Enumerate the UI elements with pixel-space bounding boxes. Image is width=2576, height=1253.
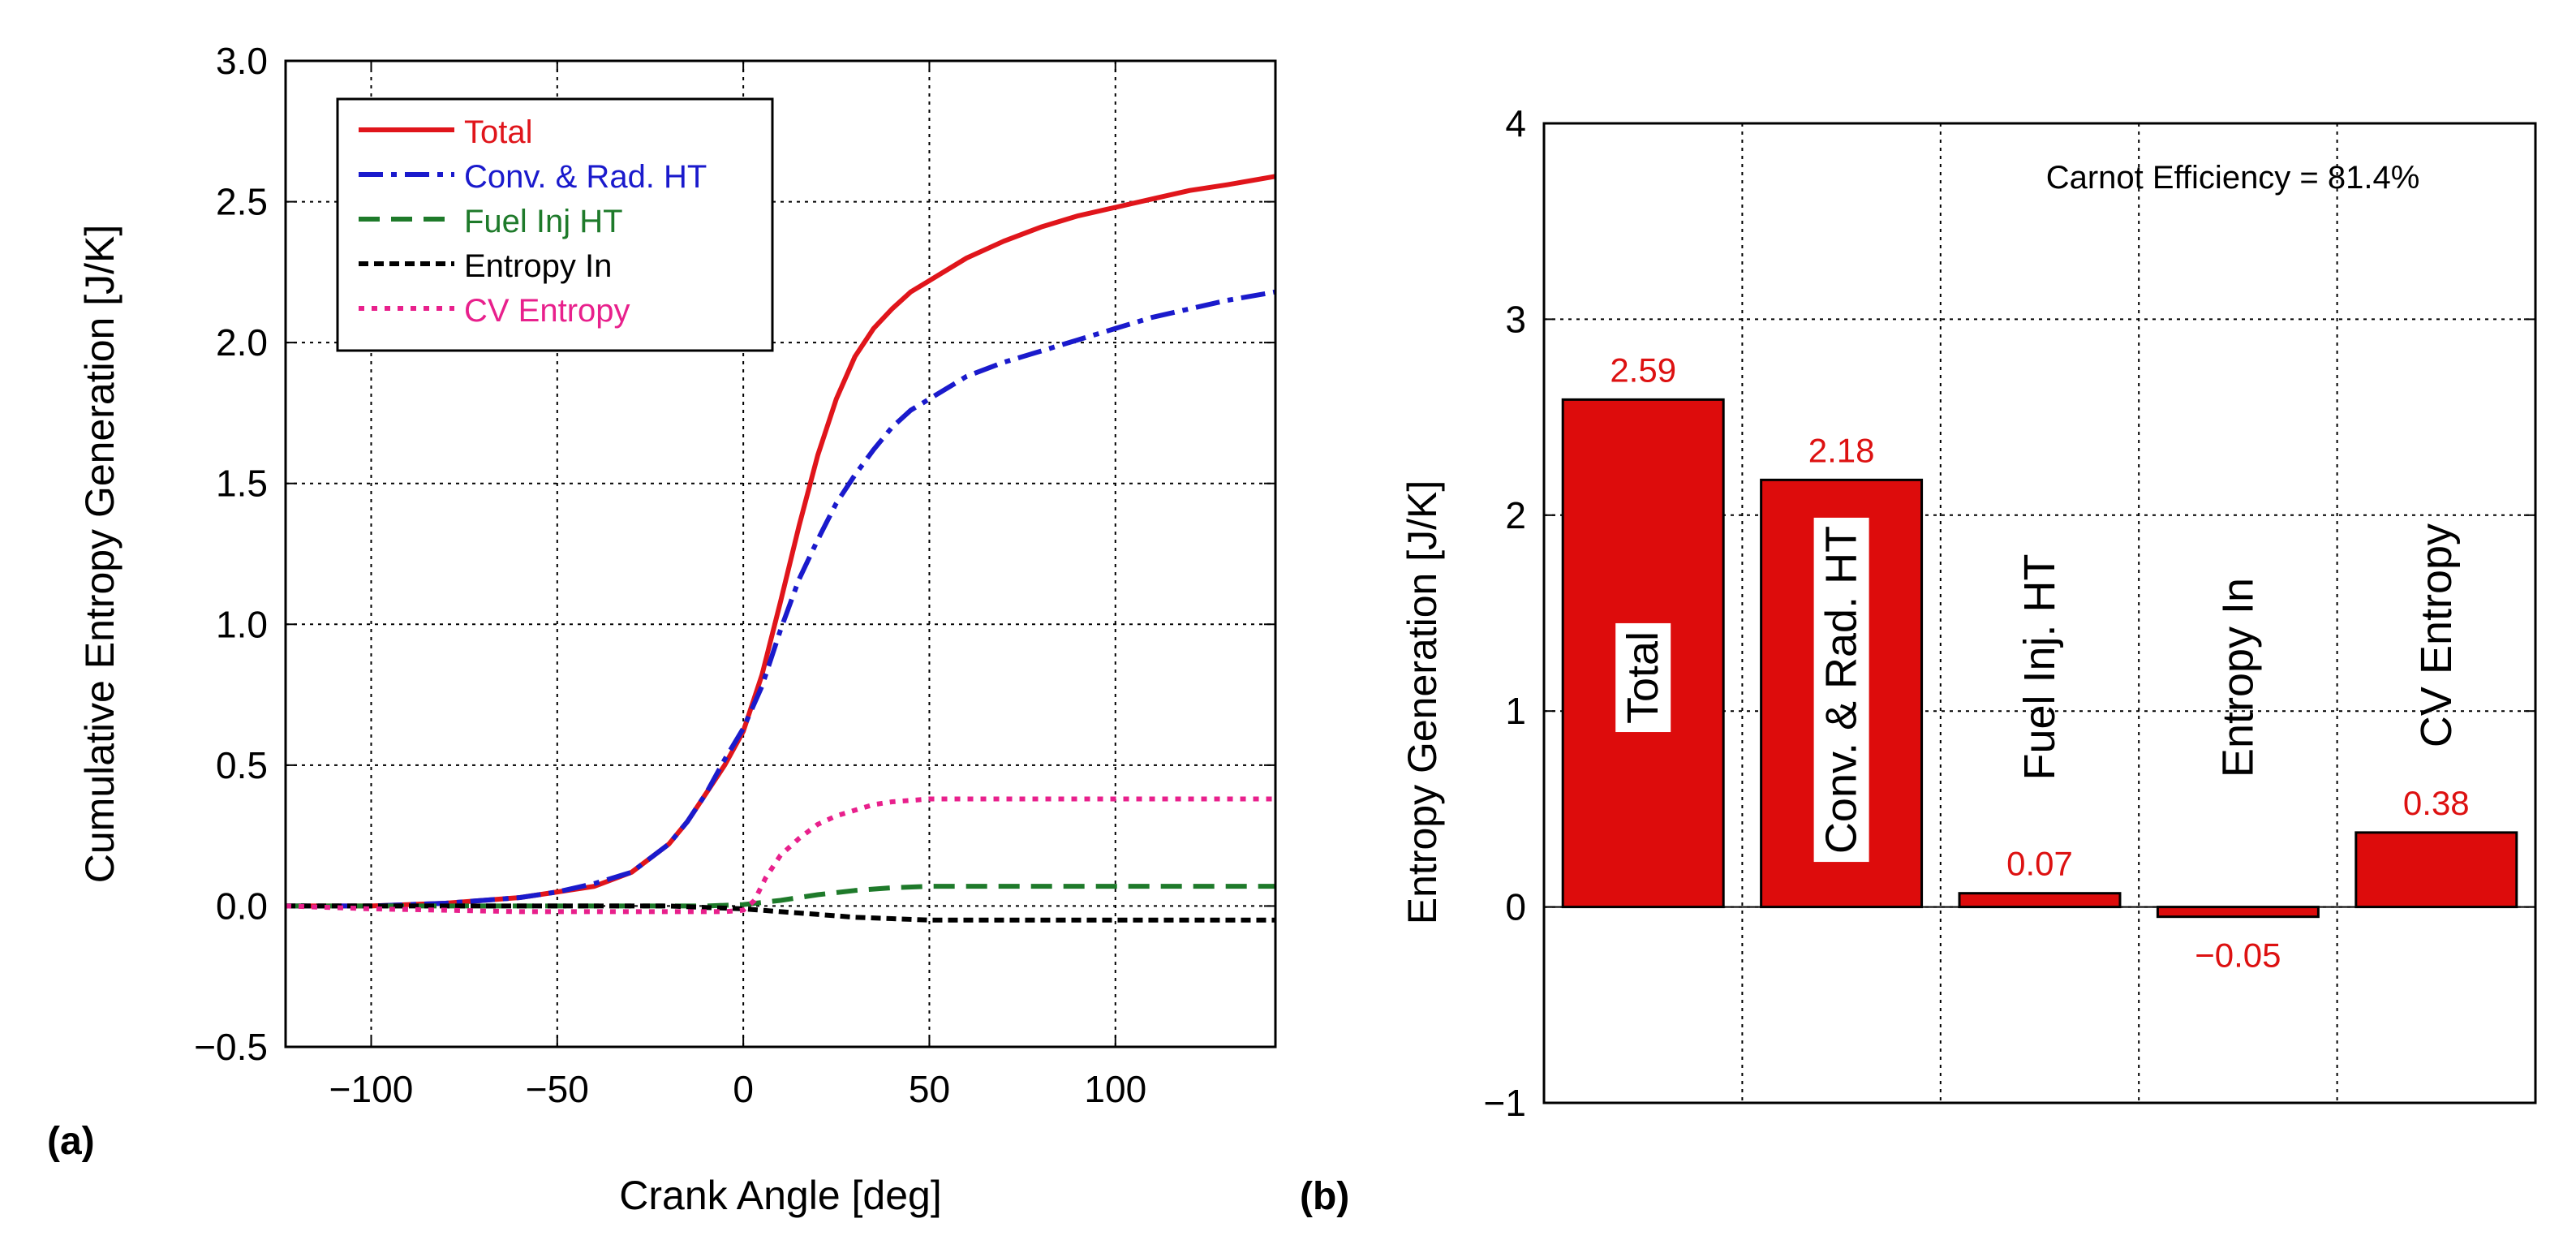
y-tick-label: −0.5	[194, 1026, 268, 1068]
y-tick-label: 4	[1505, 102, 1526, 144]
x-tick-label: 100	[1084, 1068, 1146, 1110]
bar-value-label: 2.18	[1808, 431, 1875, 469]
category-label-group: Fuel Inj. HT	[2015, 553, 2064, 780]
y-tick-label: 2	[1505, 494, 1526, 536]
y-tick-label: 0	[1505, 886, 1526, 928]
category-label-background	[1813, 517, 1869, 863]
x-tick-label: 50	[909, 1068, 950, 1110]
annotation-text: Carnot Efficiency = 81.4%	[2046, 160, 2420, 196]
category-label: CV Entropy	[2412, 523, 2461, 747]
y-tick-label: 1.5	[216, 463, 268, 505]
bar	[2156, 906, 2320, 919]
x-tick-label: −100	[329, 1068, 414, 1110]
series-line	[286, 884, 1275, 909]
category-label-group: CV Entropy	[2412, 523, 2461, 747]
legend-entry: Entropy In	[464, 248, 612, 284]
legend-entry: Total	[464, 114, 533, 150]
y-tick-label: 1.0	[216, 603, 268, 645]
series-line	[286, 903, 1275, 923]
legend-box	[336, 97, 774, 352]
legend-entry: Fuel Inj HT	[464, 204, 623, 239]
category-label: Entropy In	[2213, 578, 2262, 777]
panel-label-a: (a)	[47, 1120, 95, 1163]
y-tick-label: 2.5	[216, 181, 268, 223]
y-tick-label: 0.5	[216, 744, 268, 786]
category-label: Conv. & Rad. HT	[1817, 526, 1866, 854]
category-label-background	[1615, 622, 1671, 733]
y-tick-label: 0.0	[216, 885, 268, 927]
y-tick-label: 2.0	[216, 321, 268, 364]
legend-entry: Conv. & Rad. HT	[464, 159, 707, 195]
series-line	[286, 289, 1276, 909]
plot-frame	[1542, 122, 2537, 1104]
legend-entry: CV Entropy	[464, 293, 630, 329]
x-tick-label: 0	[733, 1068, 754, 1110]
bar-value-label: 2.59	[1610, 351, 1676, 389]
bar-chart-panel: −1 0 1 2 3 4 2.59 Total 2.18 Conv. & Rad. HT 0.07 F…	[1400, 102, 2537, 1124]
x-tick-label: −50	[526, 1068, 589, 1110]
series-line	[285, 796, 1275, 915]
y-axis-label: Cumulative Entropy Generation [J/K]	[77, 225, 123, 884]
bar	[1958, 892, 2122, 909]
bar	[2355, 831, 2518, 909]
category-label-group: Conv. & Rad. HT	[1813, 517, 1869, 863]
category-label-group: Entropy In	[2213, 578, 2262, 777]
bar-value-label: −0.05	[2195, 937, 2281, 975]
y-tick-label: 3.0	[216, 40, 268, 82]
y-tick-label: 3	[1505, 298, 1526, 340]
y-tick-label: −1	[1484, 1082, 1526, 1124]
bar-value-label: 0.07	[2006, 845, 2073, 883]
plot-frame	[284, 59, 1277, 1048]
x-axis-label: Crank Angle [deg]	[619, 1173, 942, 1218]
bar-value-label: 0.38	[2403, 784, 2470, 822]
y-tick-label: 1	[1505, 690, 1526, 732]
category-label: Fuel Inj. HT	[2015, 553, 2064, 780]
category-label-group: Total	[1615, 622, 1671, 733]
y-axis-label: Entropy Generation [J/K]	[1400, 480, 1445, 925]
line-chart-panel: −100 −50 0 50 100 −0.5 0.0 0.5 1.0 1.5 2.0 2.5 3.0 To…	[77, 40, 1277, 1218]
panel-label-b: (b)	[1300, 1175, 1349, 1218]
category-label: Total	[1619, 631, 1667, 724]
